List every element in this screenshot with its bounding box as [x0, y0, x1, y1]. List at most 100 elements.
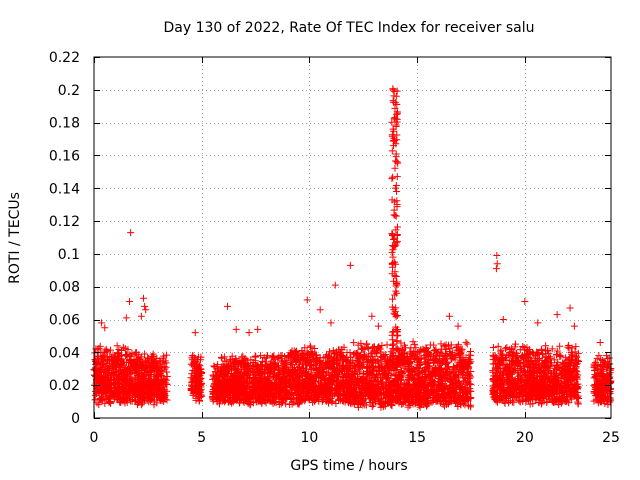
- data-point: [227, 398, 235, 406]
- data-point: [236, 381, 244, 389]
- data-point: [189, 374, 197, 382]
- data-point: [572, 343, 580, 351]
- data-point: [101, 399, 109, 407]
- data-point: [326, 387, 334, 395]
- data-point: [245, 375, 253, 383]
- data-point: [121, 366, 129, 374]
- data-point: [302, 375, 310, 383]
- data-point: [225, 378, 233, 386]
- data-point: [215, 400, 223, 408]
- data-point: [161, 375, 169, 383]
- data-point: [197, 368, 205, 376]
- data-point: [91, 387, 99, 395]
- data-point: [302, 382, 310, 390]
- data-point: [255, 370, 263, 378]
- data-point: [150, 389, 158, 397]
- data-point: [234, 359, 242, 367]
- data-point: [111, 358, 119, 366]
- data-point: [309, 398, 317, 406]
- data-point: [189, 362, 197, 370]
- data-point: [102, 345, 110, 353]
- chart-title: Day 130 of 2022, Rate Of TEC Index for r…: [163, 20, 534, 36]
- data-point: [210, 362, 218, 370]
- data-point: [126, 369, 134, 377]
- data-point: [133, 364, 141, 372]
- data-point: [340, 389, 348, 397]
- data-point: [336, 395, 344, 403]
- data-point: [228, 352, 236, 360]
- data-point: [258, 374, 266, 382]
- data-point: [188, 378, 196, 386]
- data-point: [145, 381, 153, 389]
- data-point: [129, 393, 137, 401]
- data-point: [231, 389, 239, 397]
- data-point: [254, 380, 262, 388]
- data-point: [160, 393, 168, 401]
- data-point: [227, 356, 235, 364]
- data-point: [112, 380, 120, 388]
- data-point: [258, 384, 266, 392]
- data-point: [277, 355, 285, 363]
- data-point: [293, 365, 301, 373]
- data-point: [115, 346, 123, 354]
- data-point: [233, 394, 241, 402]
- data-point: [197, 353, 205, 361]
- data-point: [103, 362, 111, 370]
- data-point: [159, 354, 167, 362]
- data-point: [268, 378, 276, 386]
- data-point: [122, 352, 130, 360]
- data-point: [212, 378, 220, 386]
- data-point: [225, 361, 233, 369]
- data-point: [239, 385, 247, 393]
- data-point: [286, 365, 294, 373]
- data-point: [286, 379, 294, 387]
- data-point: [193, 363, 201, 371]
- data-point: [333, 379, 341, 387]
- data-point: [325, 348, 333, 356]
- data-point: [263, 352, 271, 360]
- data-point: [117, 370, 125, 378]
- data-point: [313, 390, 321, 398]
- data-point: [148, 357, 156, 365]
- data-point: [265, 393, 273, 401]
- data-point: [152, 393, 160, 401]
- data-point: [292, 351, 300, 359]
- data-point: [138, 394, 146, 402]
- data-point: [189, 352, 197, 360]
- data-point: [241, 354, 249, 362]
- data-point: [218, 380, 226, 388]
- data-point: [129, 384, 137, 392]
- data-point: [301, 361, 309, 369]
- data-point: [242, 397, 250, 405]
- data-point: [139, 395, 147, 403]
- data-point: [318, 387, 326, 395]
- data-point: [228, 394, 236, 402]
- data-point: [279, 376, 287, 384]
- data-point: [137, 401, 145, 409]
- data-point: [218, 373, 226, 381]
- data-point: [337, 351, 345, 359]
- data-point: [233, 378, 241, 386]
- data-point: [306, 342, 314, 350]
- data-point: [258, 399, 266, 407]
- data-point: [148, 392, 156, 400]
- data-point: [262, 362, 270, 370]
- data-point: [230, 380, 238, 388]
- data-point: [295, 400, 303, 408]
- data-point: [271, 392, 279, 400]
- data-point: [147, 367, 155, 375]
- data-point: [243, 367, 251, 375]
- data-point: [125, 364, 133, 372]
- data-point: [162, 359, 170, 367]
- data-point: [208, 393, 216, 401]
- data-point: [196, 376, 204, 384]
- data-point: [188, 370, 196, 378]
- data-point: [232, 374, 240, 382]
- data-point: [437, 340, 445, 348]
- data-point: [265, 392, 273, 400]
- data-point: [102, 389, 110, 397]
- data-point: [100, 372, 108, 380]
- data-point: [288, 400, 296, 408]
- data-point: [118, 359, 126, 367]
- data-point: [158, 368, 166, 376]
